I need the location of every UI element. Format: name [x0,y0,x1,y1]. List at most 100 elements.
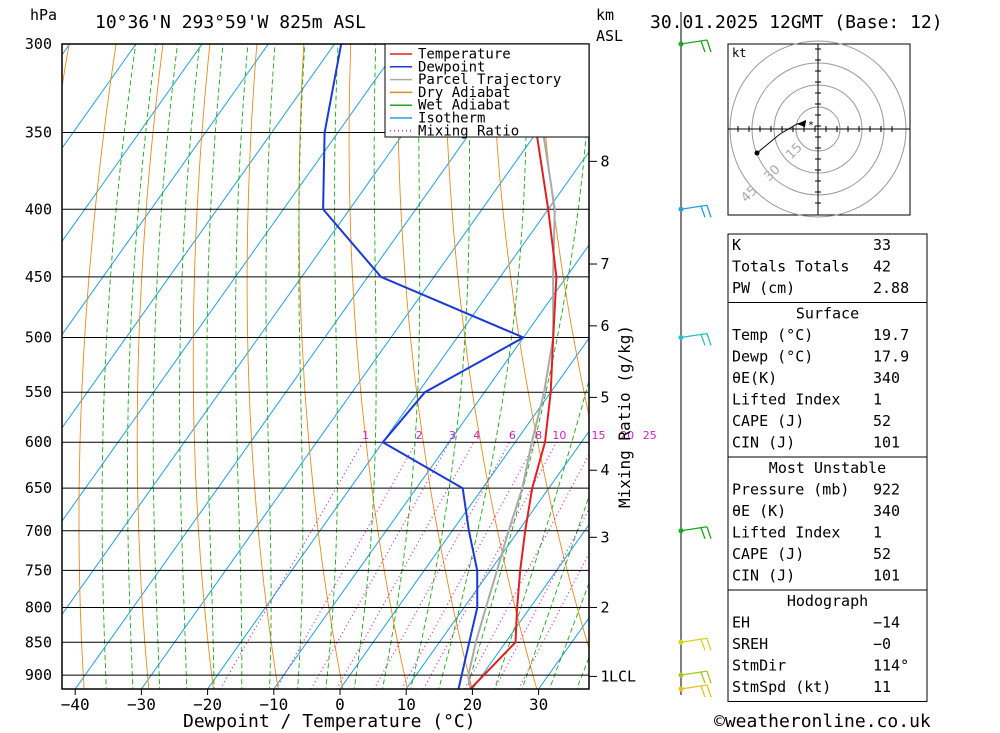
pressure-tick-label: 650 [25,479,52,497]
legend-label: Mixing Ratio [418,123,519,139]
mixing-ratio-line [464,453,589,689]
wind-profile [678,12,712,698]
mixing-ratio-label: 6 [509,429,516,442]
most-unstable-indices-title: Most Unstable [769,459,886,477]
pressure-tick-label: 550 [25,383,52,401]
km-tick-label: 8 [600,152,609,170]
x-tick-label: −10 [259,695,288,714]
mixing-ratio-label: 15 [591,429,605,442]
x-tick-label: −20 [193,695,222,714]
wind-barb-feather [700,639,706,651]
wind-barb [678,526,712,539]
wind-barb-shaft [680,332,708,339]
dry-adiabat-line [136,44,164,689]
wind-barb-shaft [680,526,708,532]
dewpoint-profile-line [322,44,526,689]
temperature-profile-line [469,44,558,689]
most-unstable-indices-box [727,456,928,591]
wind-barb-shaft [680,670,708,676]
index-value: 340 [873,502,900,520]
wind-barb-feather [706,333,712,346]
index-label: StmSpd (kt) [732,678,831,696]
index-label: CAPE (J) [732,412,804,430]
wind-barb [678,204,712,218]
pressure-tick-label: 600 [25,433,52,451]
wet-adiabat-line [265,44,276,689]
index-label: Lifted Index [732,391,840,409]
isotherm-line [62,44,137,150]
wet-adiabat-line [127,44,157,689]
isotherm-line [405,430,589,689]
x-tick-label: 20 [463,695,482,714]
wet-adiabat-line [494,379,589,689]
km-tick-label: 2 [600,598,609,616]
wind-barb-shaft [680,637,708,643]
x-tick-label: 0 [335,695,345,714]
mixing-ratio-line [422,441,557,689]
legend-label: Parcel Trajectory [418,72,561,88]
pressure-tick-label: 800 [25,598,52,616]
index-value: 42 [873,258,891,276]
index-label: K [732,236,741,254]
wind-barb-feather [700,40,706,53]
index-value: 114° [873,657,909,675]
pressure-tick-label: 850 [25,633,52,651]
index-value: 33 [873,236,891,254]
index-label: Temp (°C) [732,326,813,344]
wet-adiabat-line [152,44,178,689]
isotherm-line [74,44,534,689]
isotherm-line [62,44,269,336]
index-label: PW (cm) [732,279,795,297]
hodograph-unit-label: kt [732,46,746,60]
index-value: −14 [873,614,900,632]
isotherm-line [140,57,589,689]
km-tick-label: 4 [600,461,609,479]
index-value: 52 [873,412,891,430]
mixing-ratio-label: 8 [535,429,542,442]
surface-indices-box [727,302,928,458]
wet-adiabat-line [548,581,589,689]
index-label: θE (K) [732,502,786,520]
dry-adiabat-line [584,44,589,88]
pressure-tick-label: 400 [25,200,52,218]
mixing-ratio-label: 10 [552,429,566,442]
km-tick-label: 6 [600,317,609,335]
wind-barb-feather [700,206,706,218]
isotherm-line [339,337,589,689]
general-indices-box [727,233,928,303]
asl-unit-label: ASL [596,27,623,45]
wet-adiabat-line [101,44,137,689]
wet-adiabat-line [353,44,377,689]
index-label: θE(K) [732,369,777,387]
km-tick-label: 7 [600,255,609,273]
index-label: EH [732,614,750,632]
wet-adiabat-line [521,494,589,689]
wet-adiabat-line [179,44,201,689]
x-tick-label: −40 [61,695,90,714]
km-tick-label: 1 [600,667,609,685]
mixing-ratio-label: 4 [473,429,480,442]
index-label: Totals Totals [732,258,849,276]
mixing-ratio-line [275,441,417,689]
legend-label: Temperature [418,47,511,63]
pressure-tick-label: 500 [25,328,52,346]
isotherm-line [62,44,402,522]
legend-label: Wet Adiabat [418,98,511,114]
wet-adiabat-line [235,44,249,689]
storm-motion-arrow [797,120,806,127]
pressure-tick-label: 900 [25,666,52,684]
wind-barb-feather [706,526,712,539]
plot-frame [61,43,590,690]
lcl-label: LCL [609,667,636,685]
wind-barb [678,684,712,698]
index-value: 922 [873,481,900,499]
wind-barb-feather [706,684,712,698]
isotherm-line [273,244,589,689]
dry-adiabat-line [298,44,344,689]
mixing-ratio-axis-title: Mixing Ratio (g/kg) [615,325,634,508]
axes-layer: 3003504004505005506006507007508008509001… [25,35,657,714]
index-label: Pressure (mb) [732,481,849,499]
mixing-ratio-line [373,441,510,689]
